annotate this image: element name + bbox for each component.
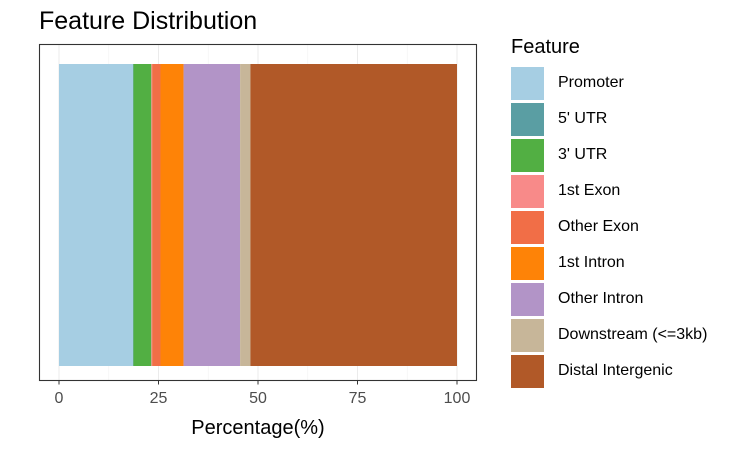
x-tick-label: 50 (249, 390, 267, 407)
legend-swatch (511, 282, 544, 316)
legend-swatch (511, 210, 544, 244)
legend-swatch (511, 318, 544, 352)
bar-segment-other-intron (183, 64, 241, 366)
chart-title: Feature Distribution (39, 7, 258, 35)
bar-segment-1st-intron (160, 64, 184, 366)
bar-segment-downstream-3kb (240, 64, 251, 366)
bar-segment-promoter (59, 64, 134, 366)
legend-label: 3' UTR (558, 146, 608, 163)
x-tick-label: 100 (444, 390, 471, 407)
legend-items: Promoter 5' UTR 3' UTR 1st Exon Other Exon 1s… (511, 65, 707, 389)
stacked-bar (59, 64, 457, 366)
x-tick-label: 0 (55, 390, 64, 407)
legend-swatch (511, 102, 544, 136)
legend-swatch (511, 138, 544, 172)
legend-item-downstream-3kb: Downstream (<=3kb) (511, 317, 707, 353)
bar-segment-3-utr (133, 64, 152, 366)
bar-segment-other-exon (152, 64, 161, 366)
legend-label: 1st Exon (558, 182, 621, 199)
legend-swatch (511, 174, 544, 208)
x-tick-label: 25 (150, 390, 168, 407)
legend-item-other-intron: Other Intron (511, 281, 707, 317)
x-axis-title: Percentage(%) (191, 417, 324, 439)
legend-label: 5' UTR (558, 110, 608, 127)
legend-swatch (511, 66, 544, 100)
legend-swatch (511, 354, 544, 388)
legend-label: Downstream (<=3kb) (558, 326, 708, 343)
legend-label: 1st Intron (558, 254, 625, 271)
legend-item-5-utr: 5' UTR (511, 101, 707, 137)
legend-label: Distal Intergenic (558, 362, 673, 379)
legend-swatch (511, 246, 544, 280)
legend-label: Other Exon (558, 218, 639, 235)
legend-item-1st-exon: 1st Exon (511, 173, 707, 209)
legend-title: Feature (511, 36, 580, 58)
bar-segment-distal-intergenic (250, 64, 457, 366)
legend-item-promoter: Promoter (511, 65, 707, 101)
legend-label: Other Intron (558, 290, 644, 307)
legend-item-1st-intron: 1st Intron (511, 245, 707, 281)
legend-item-other-exon: Other Exon (511, 209, 707, 245)
x-axis-ticks: 0 25 50 75 100 (55, 380, 471, 407)
bar-segment-1st-exon (151, 64, 153, 366)
legend: Feature Promoter 5' UTR 3' UTR 1st Exon Othe… (511, 34, 707, 389)
legend-item-3-utr: 3' UTR (511, 137, 707, 173)
x-tick-label: 75 (349, 390, 367, 407)
chart-plot: 0 25 50 75 100 Percentage(%) (38, 43, 478, 439)
legend-label: Promoter (558, 74, 624, 91)
legend-item-distal-intergenic: Distal Intergenic (511, 353, 707, 389)
